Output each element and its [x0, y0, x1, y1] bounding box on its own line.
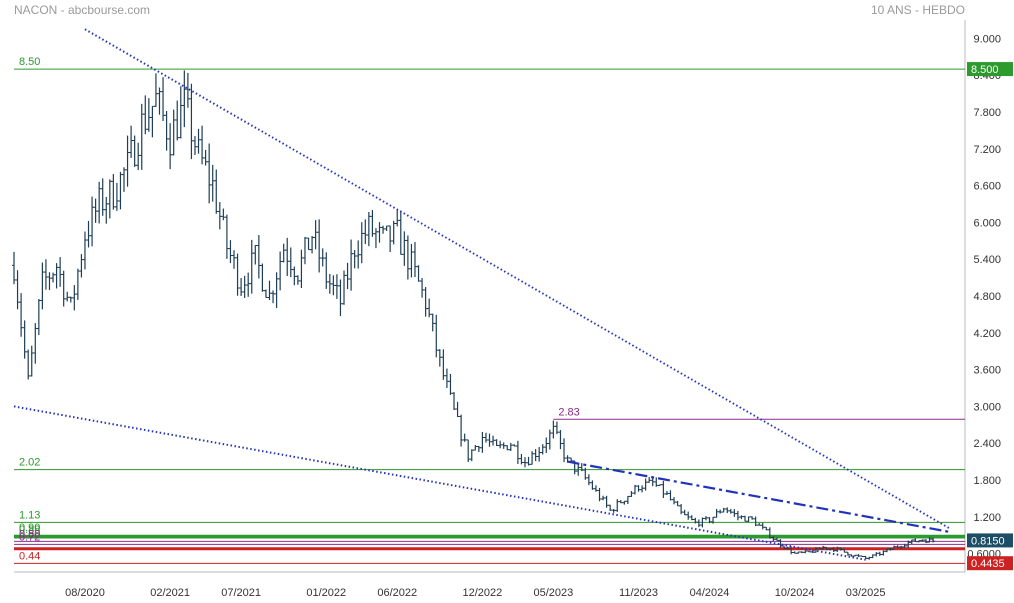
level-label: 2.83 [558, 406, 579, 418]
x-tick-label: 01/2022 [306, 587, 346, 599]
level-label: 2.02 [19, 457, 40, 469]
price-tag-box [967, 556, 1013, 571]
level-label: 0.72 [19, 531, 40, 543]
price-tag-box [967, 62, 1013, 77]
y-tick-label: 4.800 [973, 291, 1001, 303]
level-label: 0.44 [19, 550, 40, 562]
chart-period-label: 10 ANS - HEBDO [870, 3, 965, 17]
level-label: 0.90 [19, 522, 40, 534]
y-tick-label: 2.400 [973, 438, 1001, 450]
x-tick-label: 12/2022 [463, 587, 503, 599]
x-tick-label: 03/2025 [846, 587, 886, 599]
price-tag-label: 0.4435 [971, 558, 1005, 570]
trendline [13, 405, 866, 561]
x-tick-label: 07/2021 [221, 587, 261, 599]
y-tick-label: 9.000 [973, 33, 1001, 45]
y-tick-label: 6.600 [973, 181, 1001, 193]
price-tag-box [967, 533, 1013, 548]
x-tick-label: 04/2024 [690, 587, 730, 599]
trendline [567, 460, 952, 534]
y-tick-label: 3.000 [973, 401, 1001, 413]
trendline [84, 28, 952, 530]
y-tick-label: 6.000 [973, 217, 1001, 229]
y-tick-label: 3.600 [973, 365, 1001, 377]
y-tick-label: 7.200 [973, 144, 1001, 156]
y-tick-label: 5.400 [973, 254, 1001, 266]
y-tick-label: 4.200 [973, 328, 1001, 340]
x-tick-label: 11/2023 [619, 587, 658, 599]
y-tick-label: 1.200 [973, 512, 1001, 524]
x-tick-label: 10/2024 [775, 587, 815, 599]
y-tick-label: 1.800 [973, 475, 1001, 487]
x-tick-label: 08/2020 [65, 587, 105, 599]
y-tick-label: 7.800 [973, 107, 1001, 119]
x-tick-label: 02/2021 [150, 587, 190, 599]
x-tick-label: 05/2023 [533, 587, 573, 599]
level-label: 0.88 [19, 524, 40, 536]
x-tick-label: 06/2022 [377, 587, 417, 599]
price-tag-label: 0.8150 [971, 535, 1005, 547]
level-label: 0.80 [19, 528, 40, 540]
level-label: 1.13 [19, 509, 40, 521]
level-label: 8.50 [19, 56, 40, 68]
price-tag-label: 8.500 [971, 64, 999, 76]
chart-source-title: NACON - abcbourse.com [14, 3, 151, 17]
